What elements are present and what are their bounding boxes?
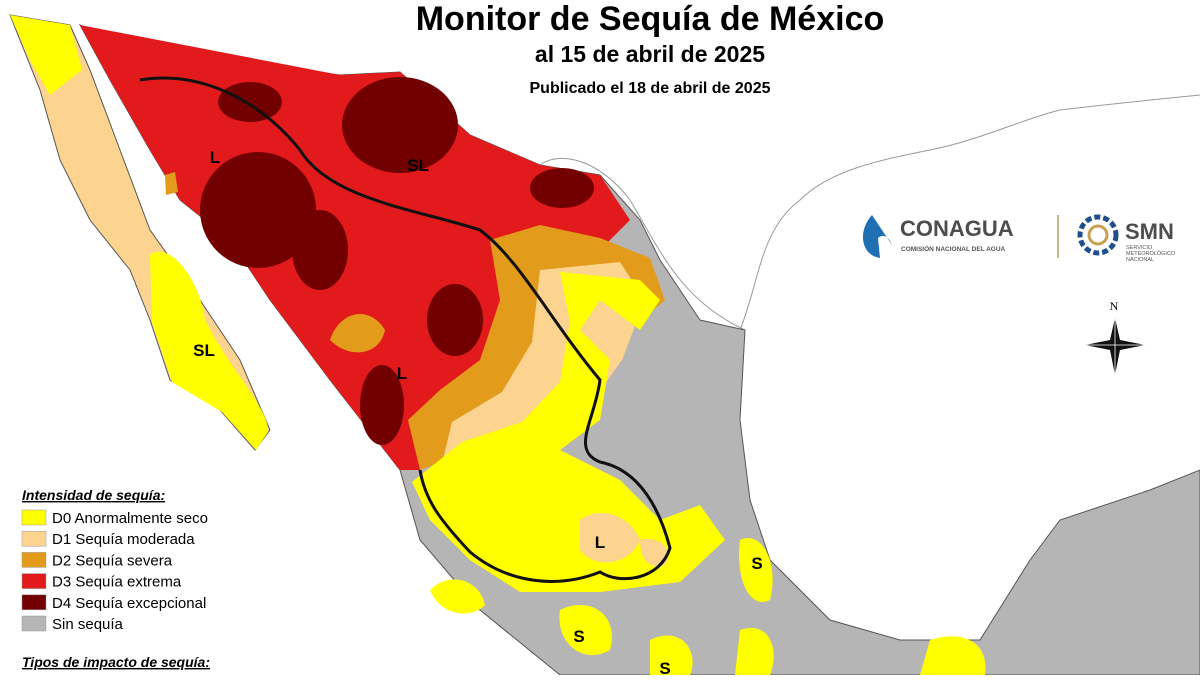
coastline: [539, 94, 1200, 331]
conagua-tagline: COMISIÓN NACIONAL DEL AGUA: [901, 244, 1006, 253]
map-label: L: [595, 533, 605, 552]
legend-swatch: [21, 615, 47, 632]
map-label: SL: [193, 341, 215, 360]
conagua-icon: [862, 215, 892, 258]
legend-swatch: [21, 573, 47, 589]
legend-swatch: [21, 530, 47, 547]
compass-n: N: [1110, 299, 1119, 313]
smn-tagline: METEOROLÓGICO: [1126, 250, 1176, 257]
region-d4: [200, 77, 594, 445]
legend-label: D2 Sequía severa: [52, 552, 173, 569]
impact-title: Tipos de impacto de sequía:: [22, 654, 210, 670]
legend-label: D1 Sequía moderada: [52, 531, 195, 548]
published: Publicado el 18 de abril de 2025: [530, 80, 771, 97]
map-label: S: [751, 554, 762, 573]
smn-icon-inner: [1087, 224, 1109, 246]
smn-icon: [1077, 214, 1119, 256]
legend-swatch: [21, 509, 47, 526]
compass-rose-lines: [1085, 318, 1145, 375]
map-label: S: [573, 627, 584, 646]
map-label: S: [659, 659, 670, 675]
legend-swatch: [21, 594, 47, 611]
region-d1: [440, 262, 645, 472]
legend-label: D0 Anormalmente seco: [52, 510, 208, 527]
legend: Intensidad de sequía: Tipos de impacto d…: [21, 487, 210, 670]
smn-name: SMN: [1125, 219, 1174, 244]
legend-swatch: [21, 552, 47, 568]
map-label: L: [397, 364, 407, 383]
region-island: [165, 172, 178, 195]
subtitle: al 15 de abril de 2025: [535, 41, 765, 67]
map-label: SL: [407, 156, 429, 175]
conagua-name: CONAGUA: [900, 216, 1014, 241]
impact-boundary: [139, 76, 672, 583]
region-d0: [412, 272, 986, 675]
smn-tagline: NACIONAL: [1126, 257, 1154, 263]
legend-label: D3 Sequía extrema: [52, 574, 182, 591]
legend-title: Intensidad de sequía:: [22, 487, 165, 503]
region-baja-d0: [10, 15, 269, 450]
smn-tagline: SERVICIO: [1126, 245, 1153, 251]
title: Monitor de Sequía de México: [416, 0, 885, 38]
legend-label: D4 Sequía excepcional: [52, 595, 206, 612]
region-d1-central: [580, 512, 669, 567]
legend-label: Sin sequía: [52, 616, 124, 633]
map-label: L: [210, 148, 220, 167]
